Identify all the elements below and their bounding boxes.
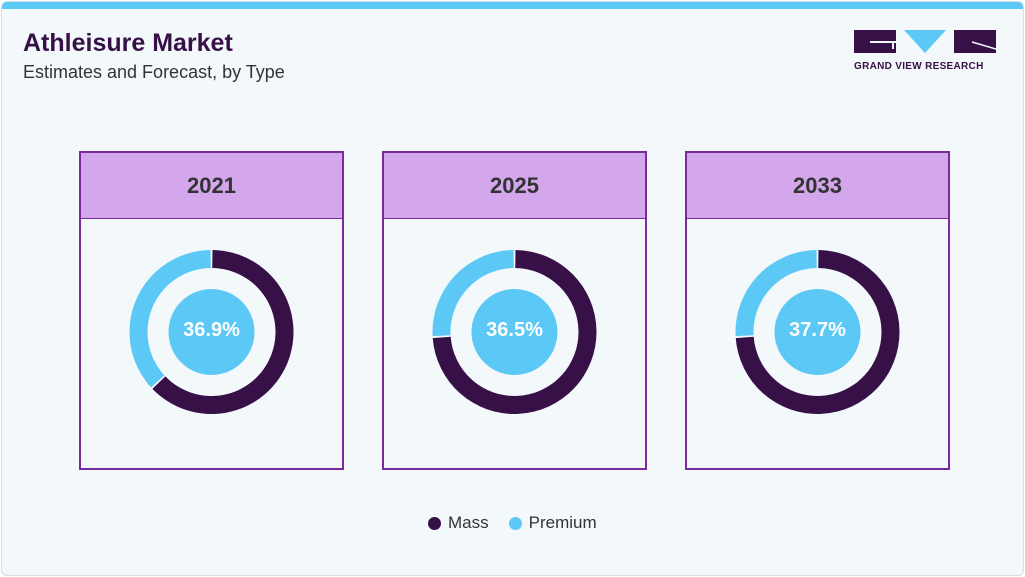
donut-center-circle bbox=[168, 289, 255, 375]
panel-year-header: 2025 bbox=[384, 153, 645, 219]
chart-subtitle: Estimates and Forecast, by Type bbox=[23, 62, 285, 82]
gvr-logo-icon bbox=[854, 30, 997, 53]
donut-chart bbox=[129, 250, 294, 414]
panel-year-header: 2033 bbox=[687, 153, 948, 219]
donut-center-label: 36.9% bbox=[183, 319, 240, 341]
donut-chart bbox=[432, 250, 597, 414]
top-accent-bar bbox=[2, 2, 1023, 9]
donut-center-label: 36.5% bbox=[486, 319, 543, 341]
donut-center-circle bbox=[774, 289, 861, 375]
donut-center-circle bbox=[471, 289, 558, 375]
donut-slice-premium bbox=[432, 250, 514, 337]
panel-year-header: 2021 bbox=[81, 153, 342, 219]
logo-text: GRAND VIEW RESEARCH bbox=[854, 61, 984, 72]
grand-view-research-logo: GRAND VIEW RESEARCH bbox=[854, 30, 997, 72]
legend: Mass Premium bbox=[428, 513, 597, 533]
panel-2033: 2033 37.7% bbox=[685, 151, 950, 470]
donut-chart bbox=[735, 250, 900, 414]
legend-item-premium: Premium bbox=[508, 513, 597, 533]
donut-center-label: 37.7% bbox=[789, 319, 846, 341]
panel-2021: 2021 36.9% bbox=[79, 151, 344, 470]
legend-item-mass: Mass bbox=[428, 513, 489, 533]
legend-marker-mass bbox=[428, 516, 441, 530]
donut-slice-premium bbox=[735, 250, 817, 337]
legend-label-premium: Premium bbox=[528, 513, 597, 532]
legend-label-mass: Mass bbox=[448, 513, 489, 532]
panel-2025: 2025 36.5% bbox=[382, 151, 647, 470]
donut-slice-mass bbox=[152, 250, 294, 414]
legend-marker-premium bbox=[508, 516, 522, 530]
chart-title: Athleisure Market bbox=[23, 29, 233, 57]
donut-slice-premium bbox=[129, 250, 211, 388]
